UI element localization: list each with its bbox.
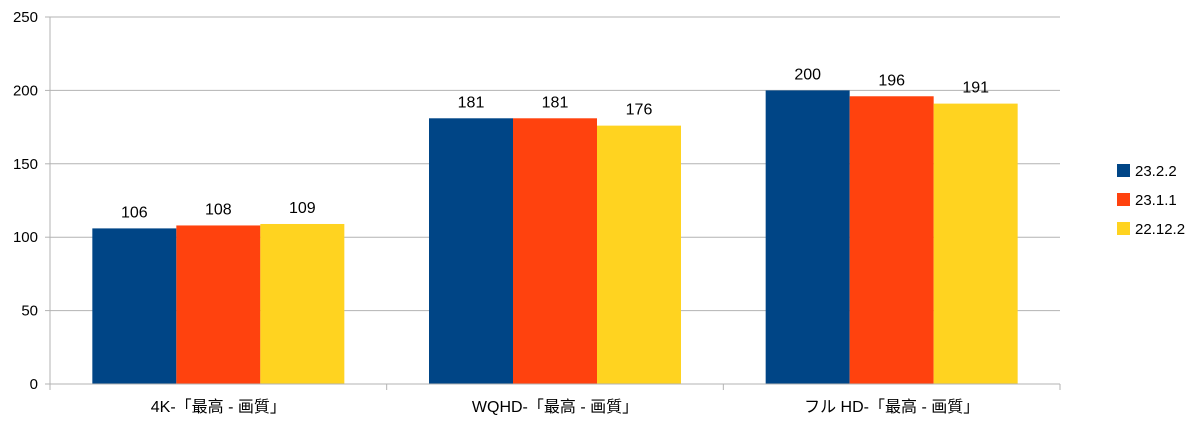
x-category-label: フル HD-「最高 - 画質」 bbox=[804, 398, 979, 416]
data-label: 176 bbox=[626, 102, 653, 119]
bars bbox=[92, 90, 1018, 385]
data-label: 196 bbox=[878, 72, 905, 89]
y-tick-label: 150 bbox=[13, 156, 38, 173]
y-tick-label: 200 bbox=[13, 82, 38, 99]
data-label: 108 bbox=[205, 201, 232, 218]
legend-label: 23.2.2 bbox=[1135, 163, 1177, 180]
data-label: 191 bbox=[962, 80, 989, 97]
data-label: 181 bbox=[542, 94, 569, 111]
legend-swatch bbox=[1117, 193, 1130, 206]
x-category-label: 4K-「最高 - 画質」 bbox=[151, 398, 286, 416]
bar bbox=[849, 96, 934, 384]
bar bbox=[260, 223, 345, 384]
x-category-label: WQHD-「最高 - 画質」 bbox=[472, 398, 638, 416]
legend-swatch bbox=[1117, 164, 1130, 177]
y-tick-label: 0 bbox=[30, 376, 38, 393]
data-label: 106 bbox=[121, 204, 148, 221]
legend-swatch bbox=[1117, 222, 1130, 235]
y-tick-label: 50 bbox=[21, 303, 38, 320]
data-label: 181 bbox=[458, 94, 485, 111]
bar bbox=[429, 118, 513, 385]
bar bbox=[92, 228, 177, 384]
bar bbox=[513, 118, 597, 385]
legend-label: 22.12.2 bbox=[1135, 221, 1185, 238]
bar bbox=[176, 225, 261, 384]
legend-label: 23.1.1 bbox=[1135, 192, 1177, 209]
data-labels: 106 108 109 181 181 176 200 196 191 bbox=[121, 66, 989, 221]
legend: 23.2.2 23.1.1 22.12.2 bbox=[1117, 163, 1185, 238]
y-tick-label: 100 bbox=[13, 229, 38, 246]
axes: 0 50 100 150 200 250 4K-「最高 - 画質」 WQHD-「最高 - 画質… bbox=[13, 9, 1061, 416]
data-label: 109 bbox=[289, 200, 316, 217]
y-tick-label: 250 bbox=[13, 9, 38, 26]
bar bbox=[597, 125, 681, 384]
bar bbox=[933, 103, 1018, 384]
bar bbox=[765, 90, 850, 385]
data-label: 200 bbox=[794, 66, 821, 83]
